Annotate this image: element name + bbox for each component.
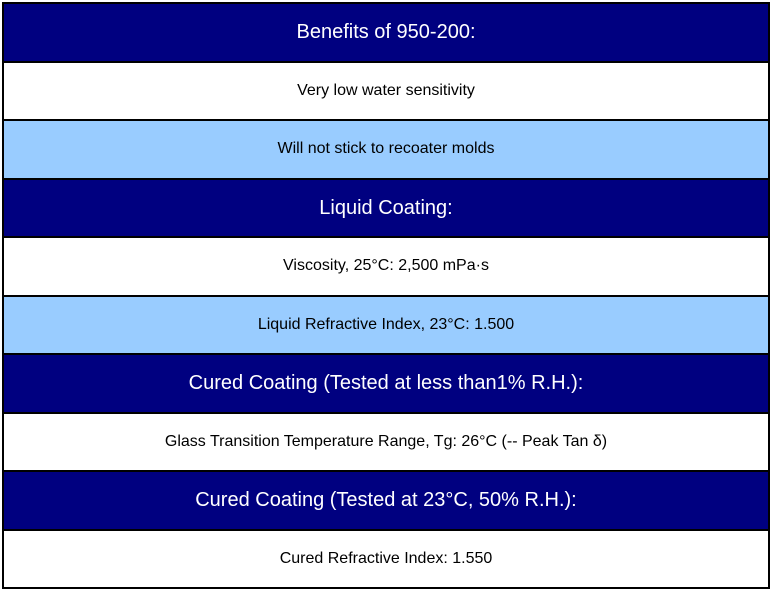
data-row: Very low water sensitivity — [4, 62, 768, 121]
row-text: Cured Coating (Tested at less than1% R.H… — [188, 372, 584, 395]
row-text: Liquid Coating: — [319, 196, 453, 219]
row-text: Very low water sensitivity — [297, 81, 475, 99]
section-header-row: Cured Coating (Tested at 23°C, 50% R.H.)… — [4, 472, 768, 531]
data-row: Cured Refractive Index: 1.550 — [4, 530, 768, 587]
data-row: Viscosity, 25°C: 2,500 mPa·s — [4, 238, 768, 297]
data-row: Liquid Refractive Index, 23°C: 1.500 — [4, 296, 768, 355]
row-text: Cured Refractive Index: 1.550 — [279, 549, 493, 567]
row-text: Cured Coating (Tested at 23°C, 50% R.H.)… — [195, 489, 577, 512]
row-text: Liquid Refractive Index, 23°C: 1.500 — [257, 315, 515, 333]
data-row: Glass Transition Temperature Range, Tg: … — [4, 413, 768, 472]
row-text: Viscosity, 25°C: 2,500 mPa·s — [283, 257, 489, 275]
section-header-row: Cured Coating (Tested at less than1% R.H… — [4, 355, 768, 414]
section-header-row: Liquid Coating: — [4, 179, 768, 238]
row-text: Benefits of 950-200: — [296, 21, 476, 44]
row-text: Will not stick to recoater molds — [277, 140, 495, 158]
data-row: Will not stick to recoater molds — [4, 121, 768, 180]
section-header-row: Benefits of 950-200: — [4, 4, 768, 63]
row-text: Glass Transition Temperature Range, Tg: … — [164, 432, 608, 450]
